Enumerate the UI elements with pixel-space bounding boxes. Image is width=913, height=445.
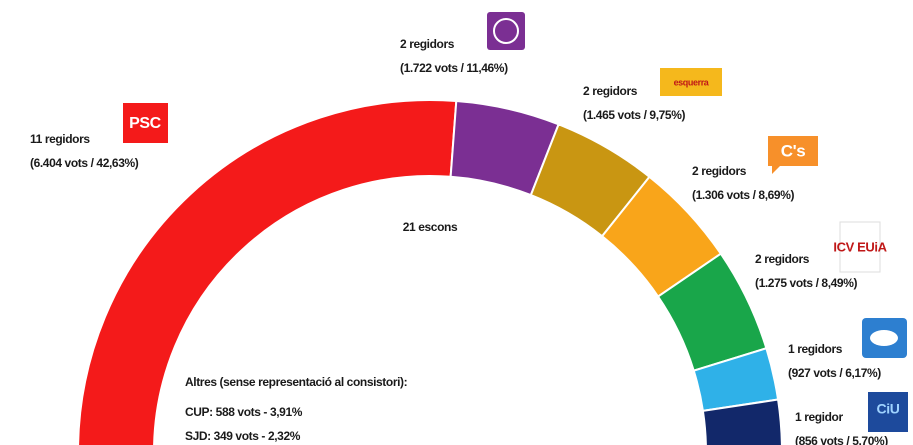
logo-text: C's bbox=[781, 141, 806, 160]
seat-label: 11 regidors bbox=[30, 132, 90, 146]
others-title: Altres (sense representació al consistor… bbox=[185, 375, 407, 389]
others-item: SJD: 349 vots - 2,32% bbox=[185, 429, 301, 443]
logo-text: CiU bbox=[877, 401, 900, 417]
seat-label: 2 regidors bbox=[755, 252, 810, 266]
others-item: CUP: 588 vots - 3,91% bbox=[185, 405, 303, 419]
segment bbox=[701, 398, 783, 445]
vote-label: (1.465 vots / 9,75%) bbox=[583, 108, 685, 122]
vote-label: (1.275 vots / 8,49%) bbox=[755, 276, 857, 290]
logo-circle bbox=[493, 18, 519, 44]
logo-purple bbox=[487, 12, 525, 50]
logo-text: PSC bbox=[129, 115, 162, 132]
logo-text: ICV EUiA bbox=[833, 239, 887, 254]
seat-label: 2 regidors bbox=[583, 84, 638, 98]
logo-text: esquerra bbox=[674, 77, 710, 87]
logo-ciu bbox=[868, 392, 908, 432]
logo-cs bbox=[768, 136, 818, 174]
logo-pp-gull bbox=[870, 330, 898, 346]
vote-label: (1.306 vots / 8,69%) bbox=[692, 188, 794, 202]
logos bbox=[123, 12, 908, 432]
center-label: 21 escons bbox=[403, 220, 458, 234]
seat-label: 1 regidors bbox=[788, 342, 843, 356]
logo-psc bbox=[123, 103, 168, 143]
vote-label: (6.404 vots / 42,63%) bbox=[30, 156, 139, 170]
seat-label: 1 regidor bbox=[795, 410, 843, 424]
vote-label: (1.722 vots / 11,46%) bbox=[400, 61, 508, 75]
logo-icv bbox=[839, 221, 881, 273]
segment bbox=[77, 99, 458, 445]
seat-label: 2 regidors bbox=[400, 37, 455, 51]
vote-label: (856 vots / 5,70%) bbox=[795, 434, 888, 445]
logo-erc bbox=[660, 68, 722, 96]
vote-label: (927 vots / 6,17%) bbox=[788, 366, 881, 380]
seat-label: 2 regidors bbox=[692, 164, 747, 178]
